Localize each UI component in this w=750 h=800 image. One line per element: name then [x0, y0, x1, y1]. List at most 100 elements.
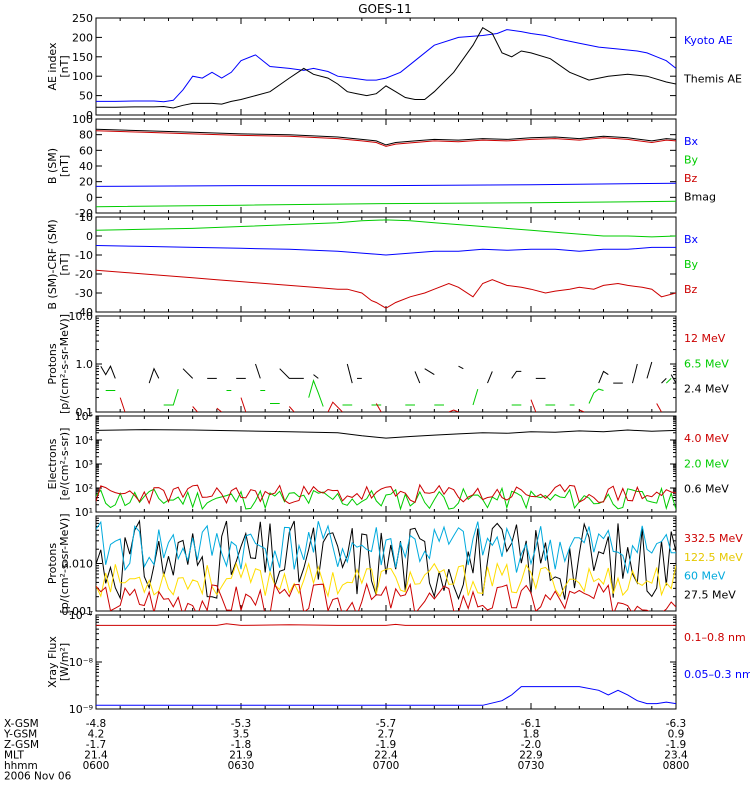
y-axis-label: AE index: [46, 42, 59, 91]
legend-item: 0.1–0.8 nm: [684, 631, 746, 644]
legend-item: 4.0 MeV: [684, 432, 729, 445]
y-tick-label: 0: [86, 109, 93, 122]
series-bz: [96, 130, 676, 147]
series-themis-ae: [96, 27, 676, 109]
y-tick-label: 0.001: [62, 605, 94, 618]
series-segment: [458, 365, 464, 370]
series-332-5-mev: [96, 582, 676, 611]
y-tick-label: 10: [79, 211, 93, 224]
x-row-label: Z-GSM: [4, 739, 39, 751]
series-4-0-mev: [96, 483, 676, 505]
y-axis-label: [p/(cm²-s-sr-MeV)]: [58, 314, 71, 414]
series-segment: [119, 397, 126, 412]
series-segment: [375, 403, 382, 412]
series-0-05-0-3-nm: [96, 686, 676, 706]
legend-item: Bz: [684, 283, 698, 296]
y-tick-label: 0.1: [76, 406, 94, 419]
x-row-value: -5.3: [231, 718, 252, 730]
y-tick-label: 60: [79, 144, 93, 157]
y-tick-label: 10⁻⁷: [69, 609, 93, 622]
legend-item: 12 MeV: [684, 332, 726, 345]
x-row-value: 2.7: [378, 729, 395, 741]
x-row-value: 4.2: [88, 729, 105, 741]
y-tick-label: 80: [79, 129, 93, 142]
panel-xray: 10⁻⁹ 10⁻⁸ 10⁻⁷ Xray Flux [W/m²] 0.1–0.8 nm 0.0…: [46, 609, 750, 716]
y-tick-label: -10: [75, 249, 93, 262]
series-bx: [96, 182, 676, 187]
series-segment: [182, 368, 194, 379]
y-tick-label: 10⁵: [75, 410, 93, 423]
x-row-value: 0.9: [668, 729, 685, 741]
x-row-label: hhmm: [4, 760, 38, 772]
series-segment: [346, 363, 353, 384]
y-axis-label: B (SM)-CRF (SM): [46, 219, 59, 309]
y-axis-label: Electrons: [46, 438, 59, 489]
y-tick-label: 10.0: [69, 310, 94, 323]
y-tick-label: 10³: [75, 458, 93, 471]
y-tick-label: 0: [86, 191, 93, 204]
series-by: [96, 200, 676, 208]
series-60-mev: [96, 520, 676, 574]
series-segment: [163, 388, 179, 406]
y-axis-label: [nT]: [58, 253, 71, 275]
series-segment: [656, 403, 662, 412]
x-row-value: -5.7: [376, 718, 397, 730]
series-segment: [279, 368, 304, 379]
x-row-label: MLT: [4, 750, 24, 762]
panel-frame: [95, 315, 677, 413]
series-segment: [588, 388, 604, 404]
x-row-value: 23.4: [664, 750, 688, 762]
series-segment: [308, 379, 324, 407]
x-row-value: -2.0: [521, 739, 542, 751]
panel-data: [96, 128, 676, 208]
y-tick-label: 50: [79, 90, 93, 103]
series-segment: [579, 409, 585, 412]
y-tick-label: 250: [72, 12, 93, 25]
legend-item: 27.5 MeV: [684, 588, 736, 601]
series-segment: [327, 401, 343, 412]
legend-item: By: [684, 258, 699, 271]
series-segment: [598, 370, 609, 384]
y-tick-label: -30: [75, 287, 93, 300]
panel-frame: [95, 614, 677, 710]
y-axis-label: Protons: [46, 343, 59, 384]
panel-data: [100, 361, 676, 412]
y-tick-label: -20: [75, 207, 93, 220]
series-segment: [216, 407, 223, 412]
y-tick-label: 0: [86, 230, 93, 243]
series-segment: [100, 365, 116, 379]
series-segment: [424, 368, 435, 376]
series-segment: [192, 406, 198, 412]
panel-bsm: -20 0 20 40 60 80 100 B (SM) [nT] Bx By Bz Bmag: [46, 113, 716, 220]
y-tick-label: 1.0: [76, 358, 94, 371]
date-label: 2006 Nov 06: [4, 771, 72, 783]
x-row-value: 0700: [373, 760, 400, 772]
series-segment: [665, 378, 672, 384]
series-segment: [240, 397, 247, 412]
series-by: [96, 219, 676, 238]
series-kyoto-ae: [96, 29, 676, 103]
y-tick-label: 10⁴: [75, 434, 94, 447]
series-segment: [313, 374, 319, 379]
series-122-5-mev: [96, 561, 676, 598]
legend-item: Themis AE: [683, 73, 742, 86]
legend-item: Kyoto AE: [684, 34, 733, 47]
series-segment: [661, 378, 667, 384]
y-tick-label: 100: [72, 70, 93, 83]
panel-electrons: 10¹ 10² 10³ 10⁴ 10⁵ Electrons [e/(cm²-s-sr)] 4.…: [46, 410, 729, 519]
legend-item: 122.5 MeV: [684, 551, 743, 564]
x-row-value: 0600: [83, 760, 110, 772]
x-row-value: 0730: [518, 760, 545, 772]
y-tick-label: 10⁻⁸: [69, 656, 94, 669]
series-segment: [530, 399, 537, 412]
x-row-value: -4.8: [86, 718, 107, 730]
legend-item: 0.05–0.3 nm: [684, 668, 750, 681]
legend-item: 2.4 MeV: [684, 383, 729, 396]
series-segment: [414, 371, 421, 384]
panel-frame: [95, 216, 677, 313]
series-segment: [487, 371, 493, 384]
y-tick-label: 150: [72, 51, 93, 64]
panel-ae: 0 50 100 150 200 250 AE index [nT] Kyoto AE Themi…: [46, 12, 742, 122]
x-axis-annotation: X-GSM -4.8 -5.3 -5.7 -6.1 -6.3 Y-GSM 4.2 3.5 2.7 1…: [3, 718, 689, 783]
